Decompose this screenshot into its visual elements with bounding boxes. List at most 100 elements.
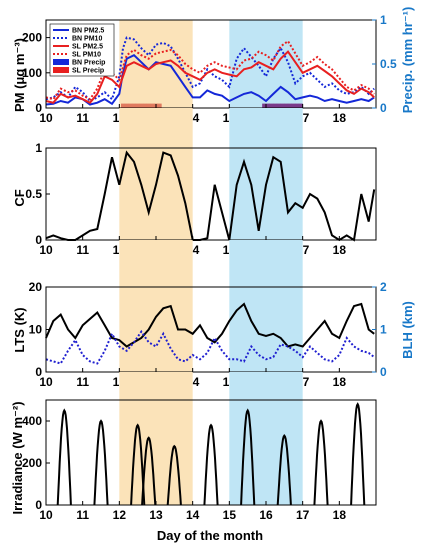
y2-tick-label: 1 [380, 323, 387, 337]
precip-bar [146, 103, 151, 108]
x-tick-label: 10 [39, 375, 53, 389]
y-tick-label: 200 [22, 31, 42, 45]
y-tick-label: 100 [22, 66, 42, 80]
irradiance-peak-8 [276, 433, 292, 506]
precip-bar [132, 103, 136, 108]
irradiance-peak-2 [93, 419, 109, 506]
y-tick-label: 0 [35, 498, 42, 512]
x-tick-label: 11 [76, 375, 89, 389]
x-tick-label: 10 [39, 508, 53, 522]
series-line-4 [45, 39, 375, 101]
x-tick-label: 18 [333, 243, 347, 257]
precip-bar [273, 103, 278, 108]
legend-label: SL Precip [72, 68, 104, 75]
series-line-1 [45, 302, 375, 348]
irradiance-peak-1 [56, 408, 72, 506]
x-tick-label: 18 [333, 111, 347, 125]
shaded-period-2 [229, 372, 303, 505]
y2-tick-label: 0.5 [380, 57, 397, 71]
x-tick-label: 13 [149, 508, 163, 522]
y-tick-label: 0 [35, 365, 42, 379]
irradiance-peak-9 [313, 419, 329, 506]
legend-label: BN Precip [72, 60, 105, 67]
precip-bar [262, 103, 267, 108]
series-line-3 [45, 50, 375, 104]
y-tick-label: 0.5 [25, 187, 42, 201]
axes-frame [45, 147, 377, 241]
shaded-period-1 [119, 372, 193, 505]
precip-bar [291, 103, 296, 108]
series-line-1 [45, 53, 375, 106]
precip-bar [276, 103, 281, 108]
y2-tick-label: 2 [380, 280, 387, 294]
x-tick-label: 12 [113, 508, 127, 522]
axes-frame [45, 399, 377, 506]
y-tick-label: 0 [35, 233, 42, 247]
irradiance-peak-3 [130, 423, 146, 506]
precip-bar [280, 103, 285, 108]
irradiance-peak-6 [203, 423, 219, 506]
x-tick-label: 11 [76, 508, 89, 522]
precip-bar [143, 103, 147, 108]
precip-bar [298, 103, 303, 108]
precip-bar [157, 103, 162, 108]
precip-bar [150, 103, 155, 108]
precip-bar [139, 103, 144, 108]
series-line-2 [45, 36, 375, 103]
series-line-2 [45, 329, 375, 365]
y-tick-label: 200 [22, 456, 42, 470]
shaded-period-1 [119, 108, 193, 240]
irradiance-panel: 10 11 12 13 14 15 16 17 18 0 200 400 Irradiance (W … [10, 372, 377, 543]
x-tick-label: 18 [333, 508, 347, 522]
irradiance-peak-5 [166, 444, 182, 506]
legend-label: BN PM2.5 [72, 28, 104, 35]
precip-bar [265, 103, 270, 108]
irradiance-peak-7 [240, 408, 256, 506]
y-tick-label: 1 [35, 141, 42, 155]
x-tick-label: 11 [76, 111, 89, 125]
x-axis-label: Day of the month [157, 528, 263, 543]
y-tick-label: 20 [29, 280, 43, 294]
precip-bar [295, 103, 300, 108]
precip-bar [128, 103, 133, 108]
shaded-period-1 [119, 240, 193, 372]
legend-label: SL PM10 [72, 52, 101, 59]
irradiance-ylabel: Irradiance (W m⁻²) [10, 401, 25, 514]
irradiance-peak-10 [350, 402, 366, 506]
x-tick-label: 14 [186, 508, 200, 522]
irradiance-peak-4 [141, 436, 157, 506]
x-tick-label: 16 [259, 508, 273, 522]
precip-bar [269, 103, 274, 108]
x-tick-label: 11 [76, 243, 89, 257]
legend-swatch [53, 67, 69, 73]
y2-tick-label: 1 [380, 13, 387, 27]
y-tick-label: 400 [22, 414, 42, 428]
precip-bar [121, 103, 125, 108]
pm-panel: 101112131415161718010020000.51 BN PM2.5B… [12, 7, 415, 125]
blh-ylabel: BLH (km) [400, 301, 415, 359]
y2-tick-label: 0 [380, 101, 387, 115]
precip-bar [287, 103, 292, 108]
precip-bar [124, 103, 129, 108]
pm-ylabel: PM (μg m⁻³) [12, 38, 27, 112]
x-tick-label: 10 [39, 243, 53, 257]
lts-panel: 10111213141516171801020012 LTS (K) BLH (… [12, 240, 415, 389]
precip-bar [284, 103, 289, 108]
lts-ylabel: LTS (K) [12, 307, 27, 352]
axes-frame [45, 286, 377, 373]
series-line-1 [45, 150, 376, 242]
cf-panel: 10111213141516171800.51 CF [12, 108, 377, 257]
y-tick-label: 0 [35, 101, 42, 115]
x-tick-label: 15 [223, 508, 237, 522]
x-tick-label: 10 [39, 111, 53, 125]
x-tick-label: 18 [333, 375, 347, 389]
legend-label: BN PM10 [72, 36, 102, 43]
x-tick-label: 17 [296, 508, 310, 522]
precip-bar [135, 103, 140, 108]
y-tick-label: 10 [29, 323, 43, 337]
precip-ylabel: Precip. (mm hr⁻¹) [400, 7, 415, 114]
legend-label: SL PM2.5 [72, 44, 103, 51]
y2-tick-label: 0 [380, 365, 387, 379]
